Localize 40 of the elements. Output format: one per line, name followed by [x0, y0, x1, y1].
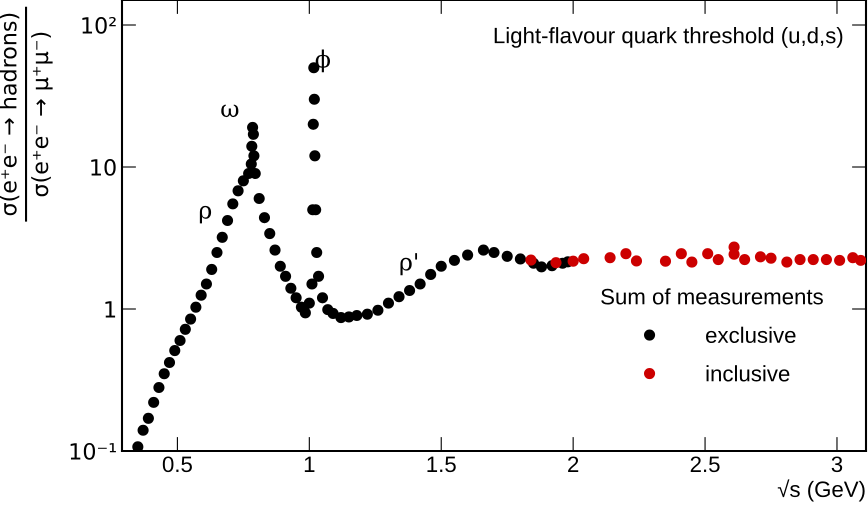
annotation: ϕ	[316, 49, 330, 72]
point	[578, 253, 590, 264]
x-tick-label: 1.5	[427, 456, 456, 472]
point	[702, 248, 714, 260]
point	[712, 254, 724, 266]
point	[525, 254, 536, 266]
x-tick-label: 1	[304, 456, 314, 472]
legend-label: exclusive	[706, 326, 796, 344]
point	[604, 252, 616, 264]
x-tick-label: 0.5	[162, 456, 192, 472]
annotation: ρ'	[400, 253, 418, 276]
point	[781, 256, 792, 268]
point	[794, 254, 806, 266]
y-tick-label: 1	[105, 301, 116, 318]
point	[630, 255, 642, 266]
legend-label: inclusive	[706, 365, 790, 382]
point	[686, 256, 698, 268]
point	[620, 248, 632, 260]
point	[855, 254, 866, 266]
x-axis-title: √s (GeV)	[778, 479, 865, 502]
point	[820, 254, 832, 266]
annotation: ρ	[200, 206, 212, 224]
legend-title: Sum of measurements	[601, 288, 823, 305]
point	[808, 254, 819, 266]
y-tick-label: 10	[91, 158, 116, 176]
point	[834, 254, 846, 266]
point	[660, 256, 672, 267]
annotation: ω	[221, 104, 238, 118]
point	[739, 254, 750, 266]
x-tick-label: 2.5	[690, 456, 720, 472]
x-tick-label: 2	[568, 456, 578, 472]
point	[754, 251, 766, 262]
point	[550, 257, 562, 268]
point	[765, 252, 777, 264]
y-tick-label: 10⁻¹	[70, 442, 116, 460]
point	[568, 256, 579, 267]
text: Light-flavour quark threshold (u,d,s)	[494, 27, 842, 48]
point	[676, 248, 687, 260]
x-tick-label: 3	[832, 456, 842, 472]
y-tick-label: 10²	[82, 16, 116, 34]
